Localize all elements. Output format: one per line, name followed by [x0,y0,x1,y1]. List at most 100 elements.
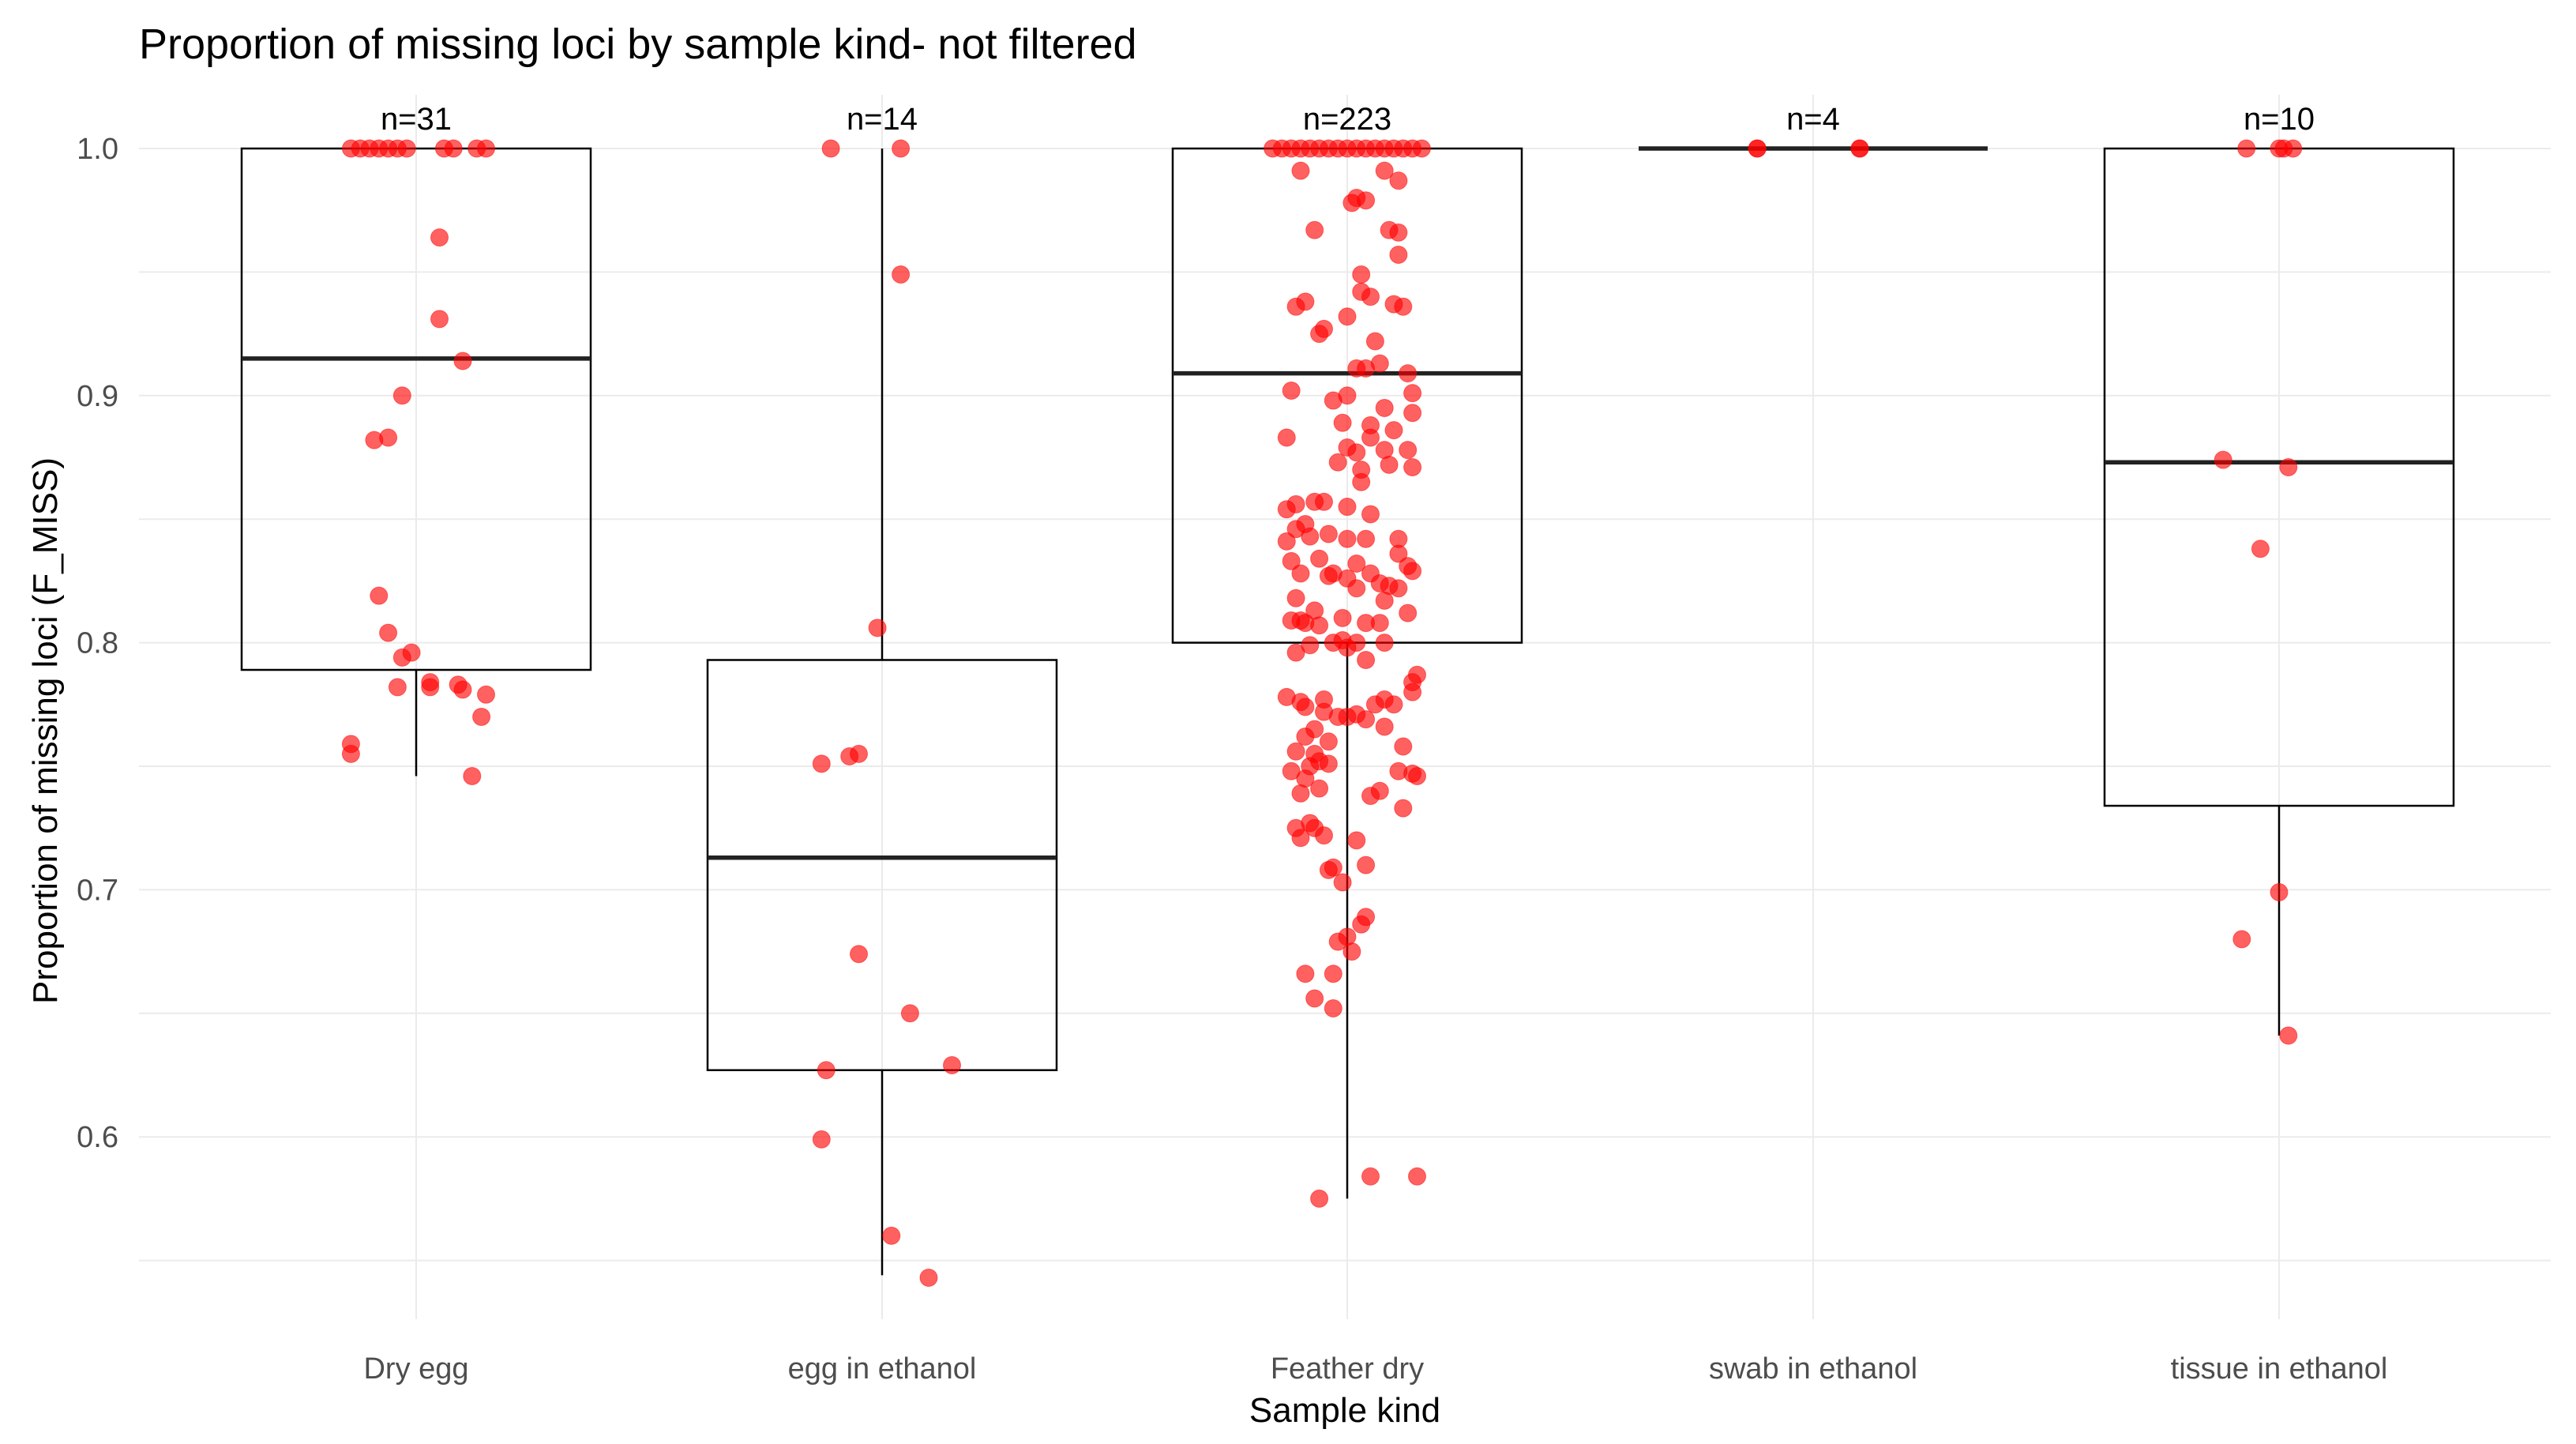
data-point [1365,332,1384,351]
data-point [1315,826,1333,845]
data-point [402,643,421,662]
data-point [1394,737,1413,756]
data-point [1286,742,1305,761]
y-tick-label: 0.6 [77,1121,118,1154]
data-point [1389,223,1408,242]
data-points [341,139,2303,1287]
chart-title: Proportion of missing loci by sample kin… [139,21,1137,68]
data-point [370,586,389,605]
data-point [2274,139,2293,158]
data-point [1286,643,1305,662]
data-point [1361,1167,1380,1186]
data-point [1389,544,1408,563]
data-point [1370,614,1389,633]
data-point [1357,710,1376,729]
data-point [1384,695,1403,714]
data-point [1347,831,1366,850]
data-point [943,1055,961,1074]
data-point [2279,1026,2298,1045]
data-point [397,139,416,158]
data-point [1375,161,1394,180]
data-point [1296,965,1315,983]
data-point [1357,359,1376,378]
data-point [1403,458,1422,477]
x-tick-label: swab in ethanol [1709,1352,1917,1386]
data-point [1850,139,1869,158]
data-point [1408,1167,1426,1186]
data-point [1319,754,1338,773]
data-point [850,744,868,763]
data-point [812,1130,831,1149]
data-point [2270,883,2289,902]
data-point [1403,562,1422,581]
data-point [1357,191,1376,210]
x-axis-label: Sample kind [1249,1391,1440,1430]
data-point [1748,139,1767,158]
data-point [453,352,472,370]
data-point [892,139,911,158]
data-point [1375,634,1394,652]
data-point [1291,784,1310,803]
data-point [472,707,491,726]
data-point [1403,404,1422,423]
data-point [453,680,472,699]
data-point [392,386,411,405]
data-point [1338,498,1357,517]
data-point [341,744,360,763]
data-point [1347,634,1366,652]
data-point [1319,525,1338,543]
data-point [1286,589,1305,607]
data-point [1394,297,1413,316]
x-tick-label: Dry egg [363,1352,468,1386]
data-point [430,310,449,329]
data-point [2279,458,2298,477]
data-point [1352,265,1371,284]
data-point [1342,942,1361,961]
data-point [1389,579,1408,598]
data-point [1333,413,1352,432]
data-point [882,1226,901,1245]
data-point [2214,450,2232,469]
data-point [379,428,398,447]
data-point [1403,683,1422,701]
data-point [430,228,449,247]
data-point [1310,616,1329,635]
data-point [1361,428,1380,447]
data-point [1357,529,1376,548]
data-point [1301,527,1320,546]
y-tick-label: 0.8 [77,627,118,660]
data-point [1310,1189,1329,1208]
data-point [1389,171,1408,190]
data-point [1389,246,1408,265]
data-point [444,139,463,158]
box-iqr [706,659,1058,1071]
data-point [1286,520,1305,539]
count-label: n=14 [847,102,918,137]
data-point [1305,220,1324,239]
data-point [1347,555,1366,573]
data-point [1319,860,1338,879]
y-axis-label: Proportion of missing loci (F_MISS) [26,457,65,1004]
data-point [1310,549,1329,568]
data-point [1328,453,1347,472]
box-0 [240,147,592,777]
data-point [1357,855,1376,874]
box-iqr [240,147,592,671]
data-point [1357,908,1376,927]
data-point [1305,989,1324,1008]
data-point [1380,455,1399,474]
data-point [1375,398,1394,417]
data-point [1357,650,1376,669]
data-point [1328,932,1347,951]
data-point [1315,492,1333,511]
count-label: n=4 [1786,102,1840,137]
data-point [1301,636,1320,655]
data-point [463,767,482,786]
data-point [2237,139,2256,158]
data-point [1365,695,1384,714]
data-point [388,678,407,697]
data-point [1375,591,1394,610]
data-point [1333,608,1352,627]
data-point [812,754,831,773]
